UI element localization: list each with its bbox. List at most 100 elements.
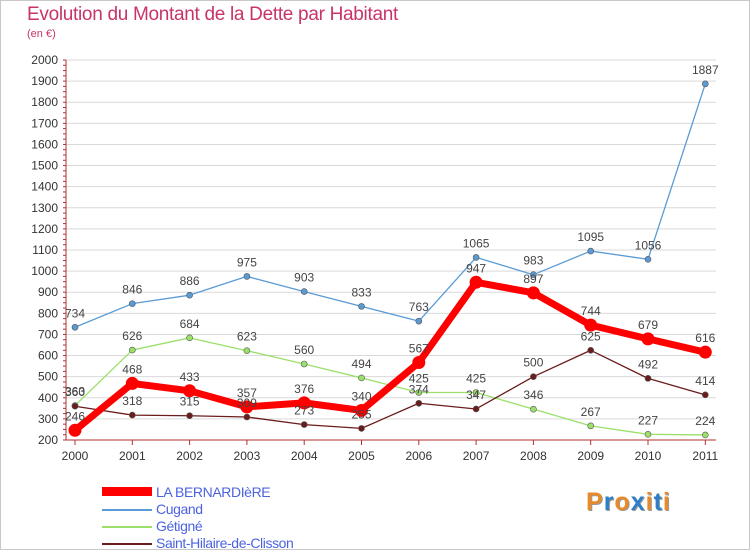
legend-swatch xyxy=(102,543,152,545)
data-label: 273 xyxy=(294,404,314,418)
data-label: 897 xyxy=(523,272,543,286)
y-tick-label: 1500 xyxy=(31,159,58,173)
logo-letter: o xyxy=(614,488,631,516)
x-tick-label: 2003 xyxy=(234,449,261,463)
data-point xyxy=(530,405,537,413)
logo-letter: i xyxy=(645,488,654,516)
y-tick-label: 200 xyxy=(38,433,58,447)
data-label: 494 xyxy=(351,357,371,371)
y-tick-label: 1400 xyxy=(31,180,58,194)
data-point xyxy=(644,430,652,438)
data-point xyxy=(129,411,136,419)
data-point xyxy=(644,255,652,263)
data-label: 363 xyxy=(65,385,85,399)
data-point xyxy=(186,291,193,299)
y-tick-label: 1100 xyxy=(32,243,58,257)
data-point xyxy=(472,254,480,261)
data-label: 1095 xyxy=(577,230,604,244)
y-tick-label: 1000 xyxy=(31,264,58,278)
legend-label: Gétigné xyxy=(156,518,203,534)
data-label: 433 xyxy=(180,370,200,384)
legend-swatch xyxy=(102,487,152,496)
data-point xyxy=(300,360,308,368)
data-label: 309 xyxy=(237,396,257,410)
data-label: 414 xyxy=(695,374,715,388)
data-label: 626 xyxy=(122,329,142,343)
data-point xyxy=(243,273,251,280)
data-point xyxy=(243,347,251,355)
data-label: 315 xyxy=(180,395,200,409)
x-tick-label: 2008 xyxy=(520,449,547,463)
data-point xyxy=(71,402,79,410)
data-label: 425 xyxy=(466,372,486,386)
data-label: 623 xyxy=(237,330,257,344)
data-label: 340 xyxy=(351,389,371,403)
data-point xyxy=(469,275,483,289)
data-point xyxy=(526,286,540,300)
y-tick-label: 2000 xyxy=(31,53,58,67)
y-tick-label: 1300 xyxy=(31,201,58,215)
data-point xyxy=(584,318,598,332)
data-point xyxy=(297,396,311,410)
data-point xyxy=(68,423,82,437)
data-label: 684 xyxy=(180,317,200,331)
data-label: 318 xyxy=(122,394,142,408)
data-label: 255 xyxy=(351,407,371,421)
legend-swatch xyxy=(102,526,152,528)
data-point xyxy=(415,389,423,396)
data-point xyxy=(183,384,197,398)
data-point xyxy=(300,421,308,428)
legend-label: LA BERNARDIèRE xyxy=(156,484,271,500)
data-label: 227 xyxy=(638,413,658,427)
x-tick-label: 2011 xyxy=(692,449,718,463)
data-label: 763 xyxy=(409,300,429,314)
data-point xyxy=(472,405,480,413)
y-tick-label: 300 xyxy=(38,412,58,426)
data-point xyxy=(415,317,423,325)
legend-label: Saint-Hilaire-de-Clisson xyxy=(156,535,294,551)
data-point xyxy=(587,422,595,430)
data-label: 833 xyxy=(351,285,371,299)
chart-title: Evolution du Montant de la Dette par Hab… xyxy=(27,4,398,25)
data-label: 560 xyxy=(294,343,314,357)
logo-letter: P xyxy=(586,488,604,516)
data-label: 947 xyxy=(466,261,486,275)
data-label: 492 xyxy=(638,357,658,371)
data-point xyxy=(701,391,709,399)
data-point xyxy=(587,346,595,354)
data-point xyxy=(186,334,193,342)
data-label: 616 xyxy=(695,331,715,345)
y-tick-label: 600 xyxy=(38,349,58,363)
data-point xyxy=(412,356,426,370)
proxiti-logo: Proxiti xyxy=(586,488,671,517)
x-tick-label: 2004 xyxy=(291,449,318,463)
data-label: 679 xyxy=(638,318,658,332)
gridlines xyxy=(66,59,716,441)
data-point xyxy=(472,389,480,396)
y-tick-label: 800 xyxy=(38,306,58,320)
data-label: 744 xyxy=(581,304,601,318)
data-point xyxy=(530,373,537,380)
logo-letter: x xyxy=(630,488,646,516)
data-label: 903 xyxy=(294,271,314,285)
data-point xyxy=(587,247,595,255)
data-label: 886 xyxy=(180,274,200,288)
data-point xyxy=(125,376,139,390)
y-tick-label: 1900 xyxy=(31,74,58,88)
data-label: 625 xyxy=(581,329,601,343)
legend-swatch xyxy=(102,509,152,511)
data-label: 468 xyxy=(122,362,142,376)
x-tick-label: 2006 xyxy=(405,449,432,463)
data-point xyxy=(644,375,652,382)
data-label: 224 xyxy=(695,414,715,428)
data-label: 360 xyxy=(65,385,85,399)
axes: 200 300 400 500 600 700 800 900 1000 1100 1200 1300… xyxy=(31,53,718,463)
x-tick-label: 2010 xyxy=(635,449,662,463)
data-point xyxy=(71,323,79,331)
data-point xyxy=(701,80,709,88)
series-line-2 xyxy=(74,349,706,430)
x-tick-label: 2009 xyxy=(577,449,604,463)
y-tick-label: 500 xyxy=(38,370,58,384)
x-tick-label: 2001 xyxy=(119,449,146,463)
